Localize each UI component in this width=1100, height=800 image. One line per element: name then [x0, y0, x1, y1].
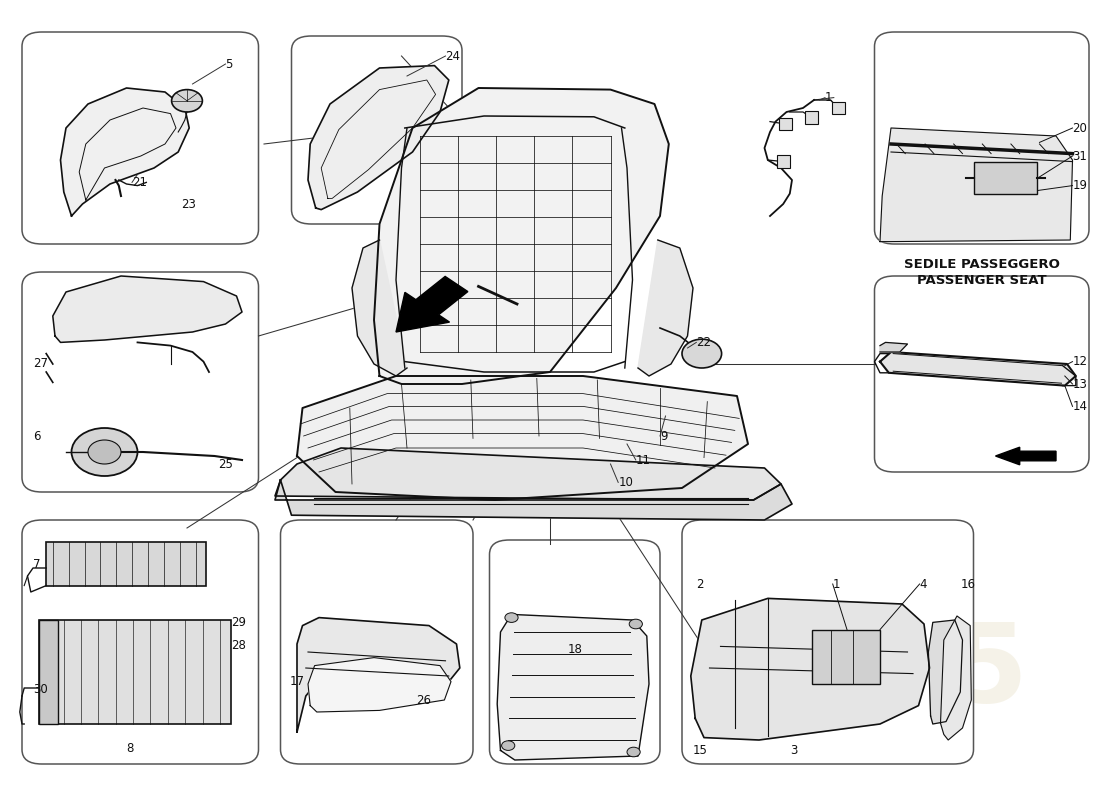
FancyBboxPatch shape [490, 540, 660, 764]
Polygon shape [928, 620, 962, 724]
Polygon shape [374, 88, 669, 384]
Bar [39, 620, 58, 724]
Polygon shape [60, 88, 189, 216]
Polygon shape [880, 342, 907, 352]
Circle shape [505, 613, 518, 622]
Text: 31: 31 [1072, 150, 1088, 162]
Text: 24: 24 [446, 50, 461, 62]
Text: 11: 11 [636, 454, 651, 466]
Text: SEDILE PASSEGGERO: SEDILE PASSEGGERO [904, 258, 1060, 270]
FancyBboxPatch shape [292, 36, 462, 224]
Text: 30: 30 [33, 683, 47, 696]
Text: 23: 23 [182, 198, 197, 210]
Polygon shape [275, 448, 781, 500]
Polygon shape [352, 240, 407, 376]
FancyBboxPatch shape [874, 32, 1089, 244]
Text: a passion for parts since 1985: a passion for parts since 1985 [373, 470, 727, 490]
Text: 22: 22 [696, 336, 712, 349]
Bar [779, 118, 792, 130]
Circle shape [88, 440, 121, 464]
FancyBboxPatch shape [682, 520, 974, 764]
Text: 3: 3 [790, 744, 798, 757]
Text: 29: 29 [231, 616, 246, 629]
Circle shape [172, 90, 202, 112]
Polygon shape [691, 598, 929, 740]
Text: 20: 20 [1072, 122, 1088, 134]
Text: 7: 7 [33, 558, 41, 570]
Bar [805, 111, 818, 124]
Polygon shape [297, 618, 460, 732]
Polygon shape [308, 658, 451, 712]
Text: 10: 10 [618, 476, 634, 489]
Bar [974, 162, 1037, 194]
Text: 28: 28 [231, 639, 246, 652]
Text: 13: 13 [1072, 378, 1088, 390]
Text: 1965: 1965 [719, 618, 1030, 726]
Circle shape [682, 339, 722, 368]
Text: 21: 21 [132, 176, 147, 189]
Text: 26: 26 [416, 694, 431, 706]
Text: PASSENGER SEAT: PASSENGER SEAT [917, 274, 1047, 286]
Polygon shape [638, 240, 693, 376]
Bar [812, 630, 880, 684]
Text: 19: 19 [1072, 179, 1088, 192]
Text: 12: 12 [1072, 355, 1088, 368]
Circle shape [629, 619, 642, 629]
FancyBboxPatch shape [22, 32, 258, 244]
Polygon shape [297, 376, 748, 500]
Bar [832, 102, 845, 114]
Text: 16: 16 [960, 578, 976, 590]
Circle shape [627, 747, 640, 757]
Text: 9: 9 [660, 430, 668, 442]
FancyBboxPatch shape [280, 520, 473, 764]
FancyBboxPatch shape [22, 520, 258, 764]
Circle shape [502, 741, 515, 750]
Text: 27: 27 [33, 358, 48, 370]
Text: 8: 8 [126, 742, 134, 754]
FancyArrow shape [996, 447, 1056, 465]
Text: 4: 4 [920, 578, 927, 590]
Text: 14: 14 [1072, 400, 1088, 413]
Bar [39, 620, 231, 724]
Polygon shape [275, 480, 792, 520]
Text: 15: 15 [693, 744, 708, 757]
FancyArrow shape [396, 277, 468, 332]
Polygon shape [880, 352, 1076, 386]
Text: 18: 18 [568, 643, 583, 656]
FancyBboxPatch shape [874, 276, 1089, 472]
Text: 6: 6 [33, 430, 41, 442]
Text: 1: 1 [833, 578, 840, 590]
FancyBboxPatch shape [22, 272, 258, 492]
Polygon shape [940, 616, 971, 740]
Bar [46, 542, 206, 586]
Text: 5: 5 [226, 58, 233, 70]
Text: 25: 25 [218, 458, 233, 470]
Text: 1: 1 [825, 91, 833, 104]
Text: 2: 2 [696, 578, 704, 590]
Polygon shape [53, 276, 242, 342]
Polygon shape [880, 128, 1072, 242]
Polygon shape [308, 66, 449, 210]
Bar [777, 155, 790, 168]
Polygon shape [497, 614, 649, 760]
Circle shape [72, 428, 138, 476]
Text: 17: 17 [289, 675, 305, 688]
